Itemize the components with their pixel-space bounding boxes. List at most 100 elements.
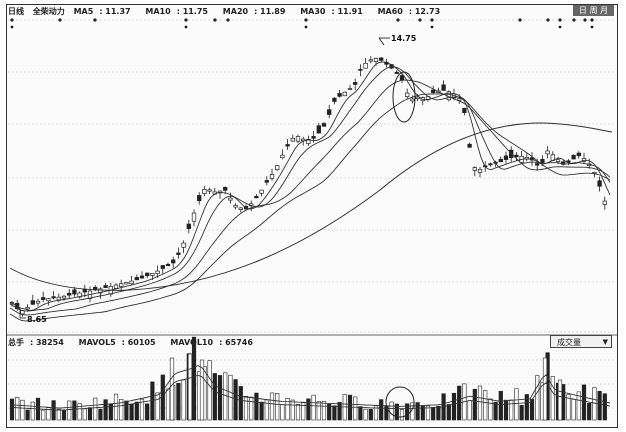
- volume-bar: [519, 405, 524, 421]
- volume-bar: [119, 399, 124, 421]
- volume-bar: [129, 403, 134, 421]
- volume-bar: [187, 353, 193, 421]
- candle-body: [35, 300, 41, 304]
- signal-dot: [558, 25, 562, 29]
- ma10-line: [9, 66, 611, 312]
- signal-dot: [558, 18, 562, 22]
- candle-body: [269, 174, 275, 179]
- candle-body: [56, 296, 61, 301]
- ma5-line: [9, 61, 611, 311]
- volume-bar: [566, 394, 571, 421]
- candle-body: [431, 89, 436, 93]
- candle-body: [316, 125, 321, 134]
- volume-bar: [199, 359, 205, 421]
- volume-bar: [592, 387, 597, 421]
- candle-body: [77, 292, 82, 298]
- ma10-readout: MA10: 11.75: [145, 7, 208, 16]
- candle-body: [405, 92, 410, 97]
- volume-bar: [524, 394, 529, 421]
- candle-body: [514, 154, 519, 158]
- volume-bar: [581, 384, 587, 421]
- candle-body: [51, 296, 56, 299]
- candle-body: [129, 280, 134, 285]
- candle-body: [160, 265, 165, 269]
- volume-bar: [394, 403, 399, 421]
- volume-grid: [8, 359, 614, 409]
- signal-dot: [396, 18, 400, 22]
- volume-bar: [176, 382, 181, 421]
- period-switch-button[interactable]: 日 周 月: [572, 5, 614, 16]
- price-grid: [6, 18, 618, 336]
- candle-body: [280, 154, 285, 159]
- ma20-readout: MA20: 11.89: [222, 7, 286, 16]
- price-header: 日线 全柴动力 MA5: 11.37 MA10: 11.75 MA20: 11.…: [8, 6, 452, 18]
- volume-ma-layer: [9, 365, 611, 411]
- candle-body: [82, 288, 87, 293]
- signal-dot: [58, 18, 62, 22]
- candle-body: [347, 88, 353, 90]
- volume-bar: [498, 391, 503, 421]
- volume-bar: [56, 408, 61, 421]
- volume-bar: [61, 409, 67, 421]
- volume-bar: [431, 407, 436, 421]
- volume-bar: [15, 397, 20, 421]
- candle-body: [295, 136, 301, 142]
- volume-bar: [98, 408, 103, 421]
- candle-body: [503, 155, 509, 160]
- candle-body: [332, 97, 337, 102]
- candle-body: [165, 263, 171, 267]
- candle-body: [119, 283, 124, 287]
- volume-bar: [477, 385, 483, 421]
- candle-body: [134, 277, 139, 281]
- signal-dot: [583, 18, 587, 22]
- volume-bar: [436, 405, 441, 421]
- candle-body: [176, 252, 181, 255]
- candle-body: [228, 197, 233, 201]
- volume-bar: [295, 403, 301, 421]
- signal-dot: [590, 25, 594, 29]
- signal-dot: [184, 25, 188, 29]
- candle-body: [264, 180, 269, 183]
- volume-bar: [41, 409, 46, 421]
- candle-body: [124, 282, 129, 285]
- price-highlight-circle: [392, 71, 416, 123]
- candle-body: [353, 82, 358, 85]
- volume-bar: [285, 397, 290, 421]
- indicator-label: 成交量: [557, 338, 581, 347]
- candle-body: [441, 84, 446, 91]
- candle-body: [186, 223, 191, 229]
- candle-body: [540, 159, 545, 163]
- candle-body: [67, 292, 72, 296]
- volume-bar: [420, 406, 425, 421]
- volume-bar: [503, 399, 509, 421]
- signal-dot: [93, 18, 97, 22]
- candle-body: [379, 57, 384, 61]
- volume-bar: [223, 372, 228, 421]
- candle-body: [202, 188, 207, 194]
- candle-body: [207, 189, 212, 192]
- volume-bar: [327, 403, 332, 421]
- ma-lines-layer: [9, 61, 613, 322]
- volume-bar: [181, 379, 186, 421]
- volume-bar: [316, 401, 321, 421]
- volume-bar: [243, 395, 249, 421]
- volume-bar: [254, 392, 259, 421]
- indicator-dropdown[interactable]: 成交量 ▼: [550, 335, 612, 348]
- volume-bar: [155, 392, 160, 421]
- candle-body: [98, 288, 103, 294]
- volume-bar: [134, 401, 139, 421]
- volume-bar: [275, 393, 280, 421]
- period-label: 日线: [8, 7, 24, 16]
- volume-bar: [217, 375, 223, 421]
- candle-body: [342, 91, 347, 97]
- volume-bar: [368, 408, 373, 421]
- ma30-line: [9, 93, 611, 322]
- candle-body: [181, 242, 186, 248]
- volume-bar: [587, 402, 592, 421]
- volume-bar: [25, 409, 30, 421]
- candle-body: [285, 144, 290, 147]
- volume-bar: [467, 400, 472, 421]
- volume-bar: [259, 401, 264, 421]
- ma30-readout: MA30: 11.91: [300, 7, 363, 16]
